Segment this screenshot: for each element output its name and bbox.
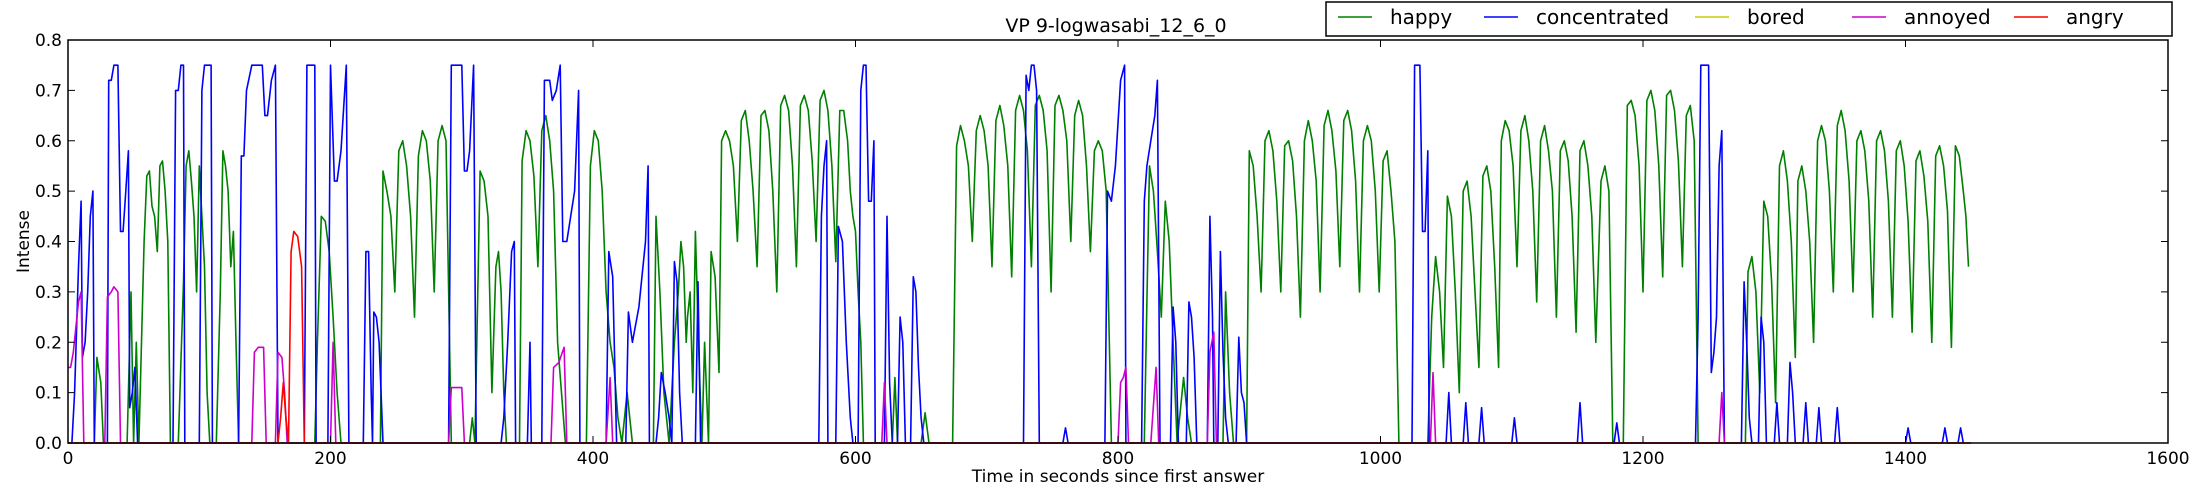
x-tick-label: 1400	[1884, 449, 1927, 469]
y-tick-label: 0.5	[35, 182, 62, 202]
y-tick-label: 0.2	[35, 333, 62, 353]
x-tick-label: 600	[839, 449, 871, 469]
legend-label-happy: happy	[1390, 5, 1452, 29]
chart-title: VP 9-logwasabi_12_6_0	[1005, 15, 1226, 37]
legend-label-bored: bored	[1747, 5, 1805, 29]
x-tick-label: 200	[314, 449, 346, 469]
x-axis-label: Time in seconds since first answer	[971, 467, 1264, 487]
series-layer	[68, 64, 1972, 444]
x-tick-label: 1000	[1359, 449, 1402, 469]
legend-label-annoyed: annoyed	[1904, 5, 1991, 29]
x-tick-label: 800	[1102, 449, 1134, 469]
x-tick-label: 1200	[1621, 449, 1664, 469]
x-tick-label: 400	[577, 449, 609, 469]
legend-label-angry: angry	[2066, 5, 2124, 29]
legend-label-concentrated: concentrated	[1536, 5, 1669, 29]
x-tick-label: 0	[63, 449, 74, 469]
y-tick-label: 0.6	[35, 132, 62, 152]
series-line-happy	[68, 89, 1970, 444]
x-tick-label: 1600	[2146, 449, 2189, 469]
y-axis-label: Intense	[14, 210, 34, 273]
axis-ticks: 0 200 400 600 800 1000 1200 1400 1600 0.0 0.1 0.2 0.…	[35, 31, 2190, 469]
y-tick-label: 0.3	[35, 283, 62, 303]
y-tick-label: 0.7	[35, 81, 62, 101]
y-tick-label: 0.0	[35, 434, 62, 454]
y-tick-label: 0.4	[35, 233, 62, 253]
y-tick-label: 0.1	[35, 384, 62, 404]
legend-box	[1325, 1, 2173, 37]
chart-legend: happy concentrated bored annoyed angry	[1325, 1, 2173, 37]
series-line-angry	[68, 230, 1972, 444]
y-tick-label: 0.8	[35, 31, 62, 51]
